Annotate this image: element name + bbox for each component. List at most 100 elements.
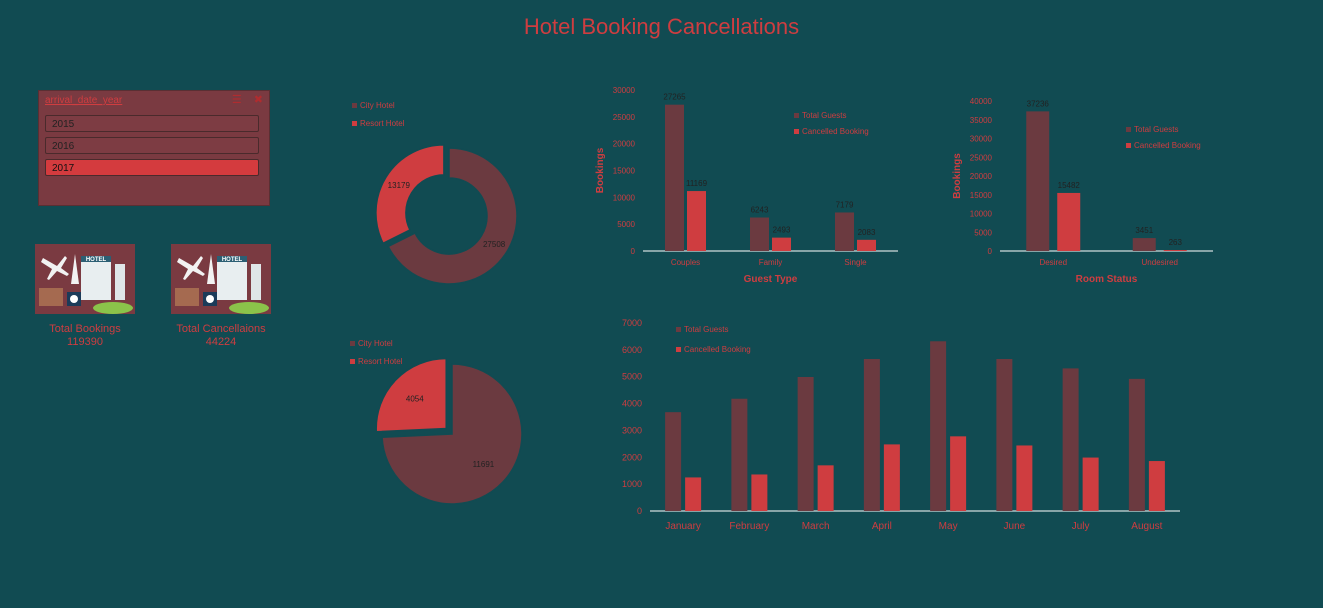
- data-label: 37236: [1027, 99, 1050, 108]
- bar-total-guests: [731, 398, 748, 511]
- data-label: 13179: [388, 181, 411, 190]
- y-tick-label: 1000: [622, 479, 642, 489]
- y-tick-label: 15000: [613, 167, 636, 176]
- y-tick-label: 15000: [970, 191, 993, 200]
- legend-entry: Total Guests: [1134, 125, 1178, 134]
- legend-swatch: [794, 129, 799, 134]
- category-label: February: [729, 521, 769, 532]
- legend-swatch: [794, 113, 799, 118]
- y-axis-title: Bookings: [952, 153, 963, 199]
- bar-total-guests: [750, 217, 769, 251]
- category-label: January: [665, 521, 701, 532]
- slicer-header: arrival_date_year: [45, 95, 123, 106]
- data-label: 263: [1169, 238, 1183, 247]
- category-label: March: [802, 521, 830, 532]
- x-axis-title: Room Status: [1076, 274, 1138, 285]
- data-label: 2083: [858, 228, 876, 237]
- legend-swatch: [350, 341, 355, 346]
- bar-total-guests: [665, 104, 684, 252]
- y-tick-label: 0: [988, 247, 993, 256]
- svg-text:HOTEL: HOTEL: [86, 257, 107, 263]
- legend-swatch: [1126, 127, 1131, 132]
- data-label: 6243: [751, 205, 769, 214]
- legend-swatch: [352, 121, 357, 126]
- data-label: 27265: [663, 93, 686, 102]
- bar-cancelled-booking: [857, 239, 876, 251]
- legend-entry: Cancelled Booking: [802, 127, 869, 136]
- bar-total-guests: [863, 358, 880, 511]
- x-axis-title: Guest Type: [744, 274, 798, 285]
- y-tick-label: 7000: [622, 318, 642, 328]
- y-axis-title: Bookings: [595, 147, 606, 193]
- slice-resort-hotel: [375, 144, 445, 245]
- multi-select-icon[interactable]: ☰: [231, 94, 242, 106]
- bar-cancelled-booking: [883, 444, 900, 511]
- slicer-item-2017[interactable]: 2017: [45, 159, 259, 176]
- dashboard-title: Hotel Booking Cancellations: [523, 14, 800, 39]
- bar-cancelled-booking: [685, 477, 702, 511]
- slice-city-hotel: [381, 363, 523, 505]
- hotel-illustration: HOTEL: [171, 244, 271, 314]
- legend-swatch: [350, 359, 355, 364]
- bar-total-guests: [835, 212, 854, 251]
- hotel-illustration: HOTEL: [35, 244, 135, 314]
- clear-filter-icon[interactable]: ✖: [253, 94, 263, 106]
- category-label: Desired: [1039, 258, 1067, 267]
- y-tick-label: 20000: [970, 172, 993, 181]
- bar-cancelled-booking: [1163, 250, 1187, 251]
- slice-resort-hotel: [375, 357, 447, 433]
- y-tick-label: 5000: [974, 228, 992, 237]
- bar-cancelled-booking: [1016, 445, 1033, 511]
- y-tick-label: 3000: [622, 425, 642, 435]
- bar-cancelled-booking: [687, 191, 706, 251]
- bar-total-guests: [1062, 368, 1079, 511]
- y-tick-label: 5000: [617, 220, 635, 229]
- data-label: 4054: [406, 395, 424, 404]
- bar-total-guests: [996, 358, 1013, 511]
- y-tick-label: 10000: [613, 193, 636, 202]
- bar-total-guests: [797, 376, 814, 511]
- legend-swatch: [676, 327, 681, 332]
- bar-cancelled-booking: [772, 237, 791, 251]
- legend-entry: Resort Hotel: [360, 119, 405, 128]
- category-label: Undesired: [1142, 258, 1178, 267]
- kpi-value: 119390: [67, 336, 103, 348]
- slicer-item-2016[interactable]: 2016: [45, 137, 259, 154]
- category-label: June: [1004, 521, 1026, 532]
- y-tick-label: 25000: [613, 113, 636, 122]
- y-tick-label: 2000: [622, 452, 642, 462]
- year-slicer[interactable]: arrival_date_year ☰ ✖ 2015 2016 2017: [38, 90, 270, 206]
- slicer-item-2015[interactable]: 2015: [45, 115, 259, 132]
- legend-entry: City Hotel: [360, 101, 395, 110]
- category-label: Family: [759, 258, 783, 267]
- bar-total-guests: [1026, 111, 1050, 252]
- slice-city-hotel: [387, 147, 518, 285]
- category-label: April: [872, 521, 892, 532]
- y-tick-label: 0: [631, 247, 636, 256]
- y-tick-label: 5000: [622, 372, 642, 382]
- legend-swatch: [352, 103, 357, 108]
- category-label: May: [939, 521, 958, 532]
- legend-entry: Resort Hotel: [358, 357, 403, 366]
- y-tick-label: 20000: [613, 140, 636, 149]
- legend-entry: Total Guests: [802, 111, 846, 120]
- bar-total-guests: [1128, 378, 1145, 511]
- bar-cancelled-booking: [1082, 457, 1099, 511]
- y-tick-label: 4000: [622, 399, 642, 409]
- bar-total-guests: [930, 341, 947, 511]
- bar-cancelled-booking: [950, 436, 967, 511]
- category-label: Single: [844, 258, 867, 267]
- kpi-label: Total Bookings: [49, 323, 121, 335]
- bar-cancelled-booking: [1057, 192, 1081, 251]
- kpi-total-cancellations: Total Cancellaions 44224: [161, 323, 281, 349]
- data-label: 2493: [773, 226, 791, 235]
- data-label: 3451: [1135, 226, 1153, 235]
- legend-entry: Total Guests: [684, 325, 728, 334]
- y-tick-label: 10000: [970, 210, 993, 219]
- bar-total-guests: [1132, 238, 1156, 251]
- bar-total-guests: [665, 412, 682, 511]
- bar-cancelled-booking: [1148, 461, 1165, 511]
- bar-cancelled-booking: [751, 474, 768, 511]
- y-tick-label: 30000: [970, 135, 993, 144]
